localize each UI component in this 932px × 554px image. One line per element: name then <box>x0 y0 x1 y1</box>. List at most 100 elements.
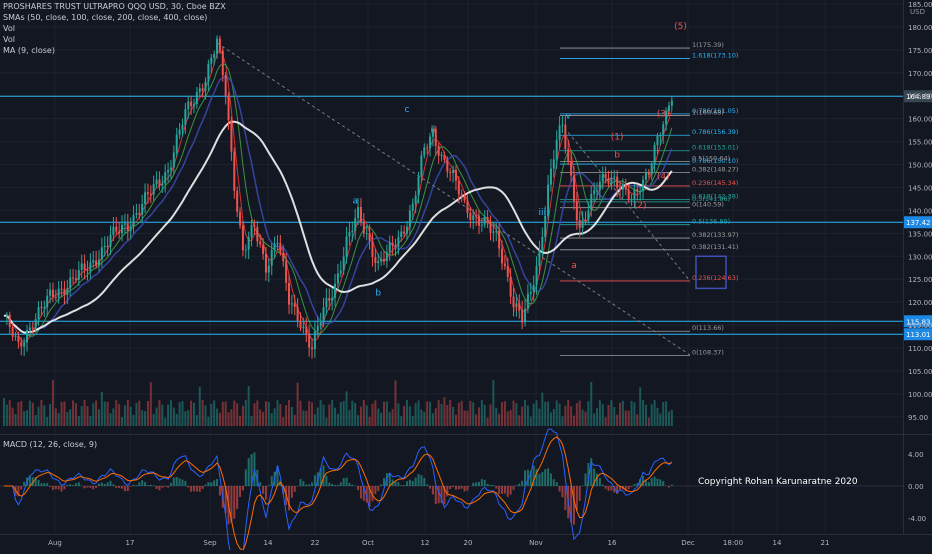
macd-histogram-bar <box>435 486 437 504</box>
candle-body <box>446 160 448 172</box>
candle-body <box>389 243 391 252</box>
macd-histogram-bar <box>216 479 218 486</box>
macd-histogram-bar <box>605 486 607 489</box>
volume-bar <box>141 410 143 426</box>
macd-histogram-bar <box>541 472 543 486</box>
macd-histogram-bar <box>340 482 342 486</box>
volume-bar <box>628 411 630 426</box>
candle-body <box>582 220 584 228</box>
volume-bar <box>300 401 302 426</box>
candle-body <box>124 223 126 224</box>
volume-bar <box>248 386 250 426</box>
macd-histogram-bar <box>133 485 135 486</box>
price-tick: 155.00 <box>908 139 932 147</box>
candle-body <box>426 147 428 148</box>
volume-bar <box>659 414 661 426</box>
volume-bar <box>75 403 77 426</box>
volume-bar <box>337 414 339 426</box>
candle-body <box>403 231 405 233</box>
time-tick: 16 <box>608 539 617 547</box>
candle-body <box>276 243 278 244</box>
volume-bar <box>274 408 276 426</box>
volume-bar <box>622 401 624 426</box>
price-tick: 165.00 <box>908 93 932 101</box>
volume-bar <box>495 408 497 426</box>
price-tick: 100.00 <box>908 391 932 399</box>
volume-bar <box>256 400 258 426</box>
macd-histogram-bar <box>553 479 555 486</box>
volume-bar <box>66 412 68 426</box>
volume-bar <box>498 414 500 426</box>
candle-body <box>314 331 316 349</box>
macd-histogram-bar <box>147 485 149 486</box>
volume-bar <box>17 402 19 426</box>
volume-bar <box>38 407 40 426</box>
macd-histogram-bar <box>648 482 650 486</box>
time-tick: 21 <box>821 539 830 547</box>
time-tick: Oct <box>362 539 374 547</box>
volume-bar <box>409 406 411 426</box>
candle-body <box>438 146 440 156</box>
volume-bar <box>346 391 348 426</box>
macd-histogram-bar <box>357 486 359 490</box>
candle-body <box>216 39 218 54</box>
volume-bar <box>86 406 88 426</box>
volume-bar <box>3 398 5 426</box>
candle-body <box>487 217 489 223</box>
volume-bar <box>469 401 471 426</box>
volume-bar <box>553 409 555 426</box>
macd-histogram-bar <box>271 476 273 486</box>
volume-bar <box>671 410 673 426</box>
candle-body <box>35 319 37 329</box>
candle-body <box>130 227 132 231</box>
candle-body <box>587 210 589 220</box>
macd-histogram-bar <box>599 478 601 486</box>
candle-body <box>6 315 8 316</box>
price-tick: 125.00 <box>908 276 932 284</box>
volume-bar <box>320 400 322 426</box>
macd-histogram-bar <box>233 486 235 519</box>
time-tick: 18:00 <box>723 539 743 547</box>
wave-label: (4) <box>657 172 670 182</box>
fib-label: 0.5(136.89) <box>692 218 730 226</box>
volume-bar <box>176 414 178 426</box>
volume-legend-2: Vol <box>3 34 15 45</box>
macd-histogram-bar <box>300 479 302 486</box>
candle-body <box>150 194 152 195</box>
candle-body <box>52 290 54 297</box>
volume-bar <box>115 400 117 426</box>
volume-bar <box>58 413 60 426</box>
macd-histogram-bar <box>596 474 598 486</box>
fib-label: 0(140.59) <box>692 201 724 209</box>
macd-histogram-bar <box>236 486 238 509</box>
candle-body <box>305 327 307 334</box>
candle-body <box>386 252 388 261</box>
volume-bar <box>187 410 189 426</box>
macd-histogram-bar <box>40 483 42 486</box>
candle-body <box>66 288 68 294</box>
candle-body <box>610 177 612 183</box>
candle-body <box>55 297 57 298</box>
macd-histogram-bar <box>346 478 348 486</box>
candle-body <box>348 232 350 236</box>
macd-histogram-bar <box>72 485 74 486</box>
volume-bar <box>63 401 65 426</box>
macd-histogram-bar <box>170 483 172 486</box>
volume-bar <box>9 400 11 426</box>
volume-bar <box>564 406 566 426</box>
volume-bar <box>81 406 83 426</box>
price-tick: 180.00 <box>908 24 932 32</box>
macd-histogram-bar <box>351 485 353 486</box>
macd-histogram-bar <box>556 482 558 486</box>
fib-label: 0.786(156.39) <box>692 128 738 136</box>
macd-histogram-bar <box>466 486 468 490</box>
candle-body <box>553 159 555 168</box>
fib-label: 0.382(131.41) <box>692 243 738 251</box>
volume-bar <box>550 412 552 426</box>
time-tick: 14 <box>773 539 782 547</box>
volume-bar <box>645 405 647 426</box>
volume-bar <box>107 402 109 426</box>
macd-histogram-bar <box>654 477 656 486</box>
candle-body <box>219 39 221 51</box>
